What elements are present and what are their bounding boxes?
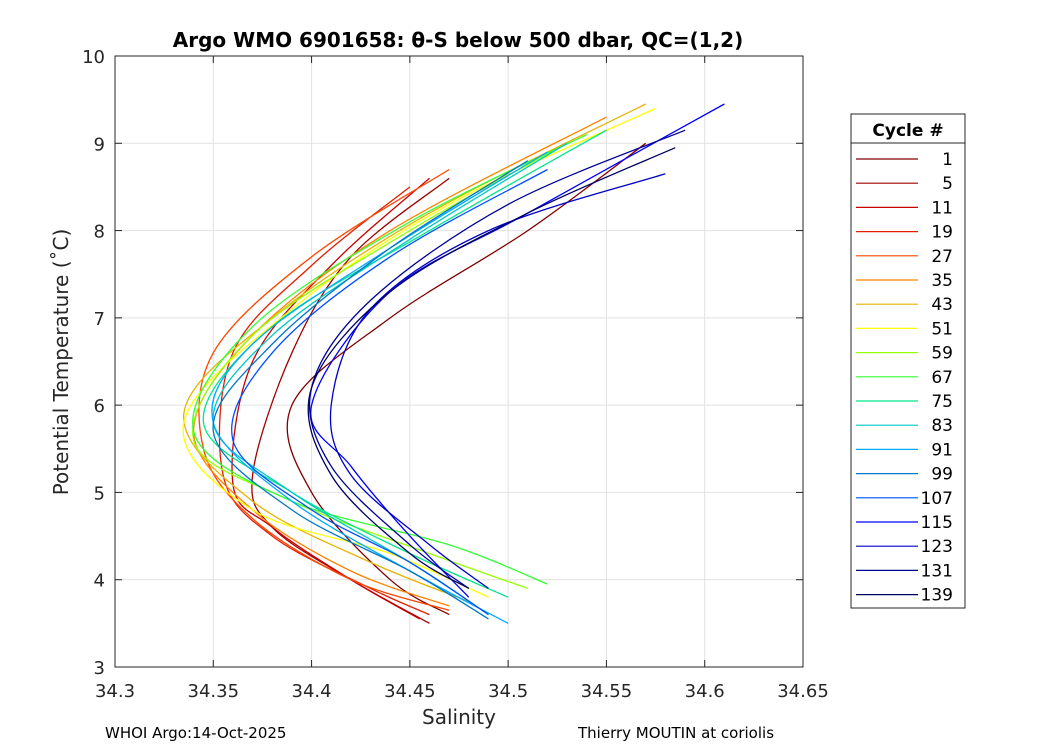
- y-tick-label: 7: [94, 309, 105, 330]
- legend-label-cycle-27: 27: [931, 247, 953, 267]
- legend-label-cycle-75: 75: [931, 392, 953, 412]
- x-axis-label: Salinity: [422, 705, 496, 729]
- legend-label-cycle-83: 83: [931, 416, 953, 436]
- legend-label-cycle-5: 5: [942, 174, 953, 194]
- series-line-cycle-107: [231, 168, 548, 616]
- series-line-cycle-51: [182, 107, 656, 598]
- legend-label-cycle-59: 59: [931, 344, 953, 364]
- x-tick-label: 34.55: [581, 681, 633, 702]
- x-tick-label: 34.35: [188, 681, 240, 702]
- legend-label-cycle-99: 99: [931, 465, 953, 485]
- legend-label-cycle-1: 1: [942, 150, 953, 170]
- legend-label-cycle-51: 51: [931, 319, 953, 339]
- x-tick-label: 34.3: [95, 681, 135, 702]
- legend-label-cycle-115: 115: [921, 513, 953, 533]
- legend-label-cycle-91: 91: [931, 440, 953, 460]
- series-line-cycle-27: [198, 168, 450, 611]
- series-line-cycle-99: [212, 160, 529, 620]
- legend-label-cycle-19: 19: [931, 223, 953, 243]
- series-lines: [182, 103, 725, 624]
- legend-label-cycle-11: 11: [931, 198, 953, 218]
- footer-left: WHOI Argo:14-Oct-2025: [105, 724, 287, 742]
- y-tick-label: 10: [82, 47, 105, 68]
- legend-label-cycle-43: 43: [931, 295, 953, 315]
- series-line-cycle-131: [308, 129, 686, 589]
- y-tick-label: 9: [94, 134, 105, 155]
- x-tick-label: 34.5: [488, 681, 528, 702]
- legend-label-cycle-107: 107: [921, 489, 953, 509]
- y-axis-ticks: 3 4 5 6 7 8 9 10: [82, 47, 803, 679]
- legend-label-cycle-139: 139: [921, 586, 953, 606]
- legend-label-cycle-35: 35: [931, 271, 953, 291]
- footer-right: Thierry MOUTIN at coriolis: [578, 724, 775, 742]
- series-line-cycle-1: [286, 142, 647, 616]
- series-line-cycle-43: [183, 103, 646, 603]
- y-tick-label: 3: [94, 658, 105, 679]
- legend: Cycle # 1 5 11 19 27 35 43 51 59 67 75 83 91 99 107 115…: [850, 113, 966, 609]
- plot-frame: [114, 55, 804, 668]
- legend-box: [850, 113, 966, 609]
- y-axis-label: Potential Temperature (˚C): [49, 229, 73, 496]
- series-line-cycle-115: [310, 103, 725, 598]
- series-line-cycle-139: [307, 147, 676, 589]
- legend-entries: 1 5 11 19 27 35 43 51 59 67 75 83 91 99 107 115 123 131 13…: [856, 150, 953, 606]
- x-axis-ticks: 34.3 34.35 34.4 34.45 34.5 34.55 34.6 34.65: [95, 56, 829, 702]
- x-tick-label: 34.65: [777, 681, 829, 702]
- chart-title: Argo WMO 6901658: θ-S below 500 dbar, QC…: [173, 28, 743, 52]
- legend-label-cycle-123: 123: [921, 537, 953, 557]
- y-tick-label: 5: [94, 483, 105, 504]
- y-tick-label: 4: [94, 571, 105, 592]
- y-tick-label: 8: [94, 222, 105, 243]
- series-line-cycle-67: [192, 134, 588, 585]
- y-tick-label: 6: [94, 396, 105, 417]
- legend-label-cycle-67: 67: [931, 368, 953, 388]
- x-tick-label: 34.6: [685, 681, 725, 702]
- x-tick-label: 34.45: [384, 681, 436, 702]
- legend-label-cycle-131: 131: [921, 561, 953, 581]
- x-tick-label: 34.4: [292, 681, 332, 702]
- legend-title: Cycle #: [872, 121, 943, 141]
- series-line-cycle-75: [202, 129, 607, 598]
